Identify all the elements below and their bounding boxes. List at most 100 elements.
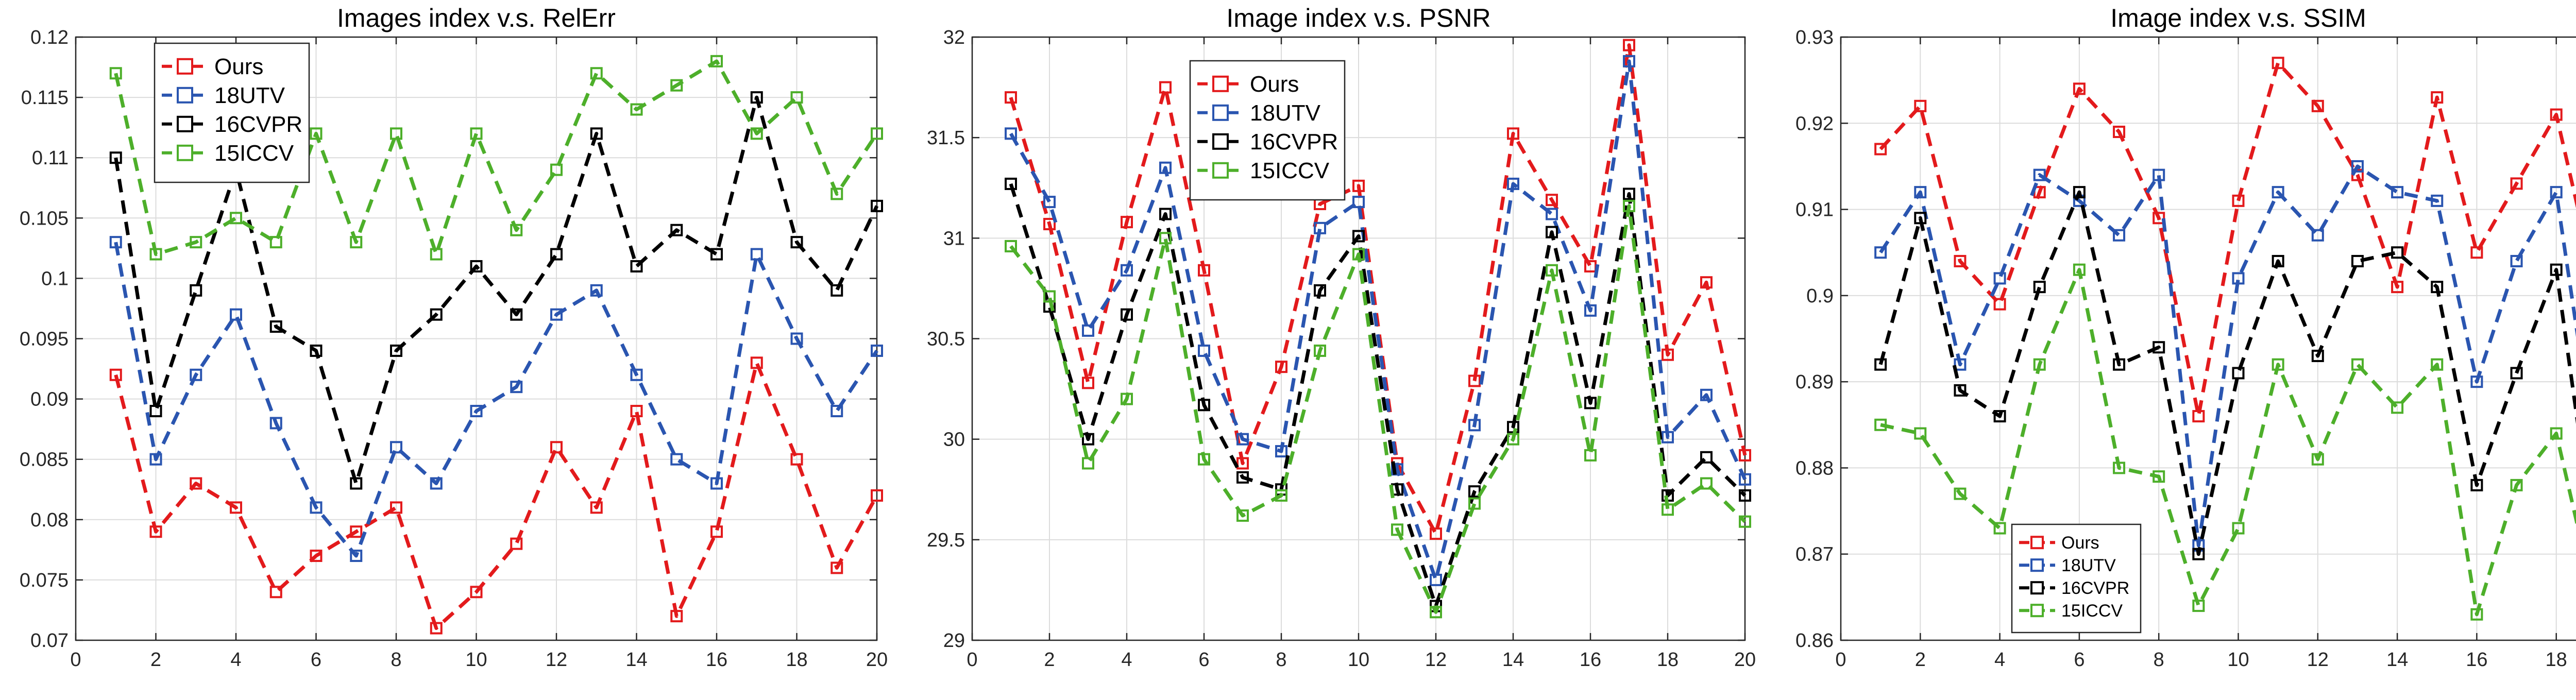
x-tick-label: 18 <box>786 649 807 671</box>
y-tick-label: 31.5 <box>927 127 965 149</box>
plot-area <box>1841 37 2576 640</box>
data-point <box>1739 473 1751 486</box>
legend-marker <box>177 87 193 104</box>
data-point <box>1662 503 1674 516</box>
data-point <box>2073 186 2086 199</box>
data-point <box>2510 254 2523 267</box>
data-point <box>1236 433 1249 446</box>
data-point <box>2232 367 2245 380</box>
data-point <box>1700 388 1713 401</box>
data-point <box>1198 399 1210 412</box>
data-point <box>1236 457 1249 470</box>
data-point <box>1739 449 1751 462</box>
data-point <box>1507 177 1519 190</box>
data-point <box>269 586 282 599</box>
data-point <box>2391 281 2404 294</box>
y-tick-label: 0.88 <box>1795 457 1834 479</box>
data-point <box>1159 232 1172 245</box>
legend-label: 16CVPR <box>2061 578 2129 598</box>
data-point <box>2470 375 2483 388</box>
data-point <box>230 501 242 514</box>
x-tick-label: 6 <box>2074 649 2084 671</box>
legend-marker <box>1212 75 1229 92</box>
y-tick-label: 0.085 <box>20 449 69 471</box>
y-tick-label: 0.105 <box>20 208 69 229</box>
x-tick-label: 2 <box>150 649 161 671</box>
data-point <box>510 308 523 321</box>
data-point <box>1584 397 1597 409</box>
series-ours <box>1874 57 2576 423</box>
data-point <box>2431 194 2444 207</box>
x-tick-label: 4 <box>1121 649 1132 671</box>
chart-3: 024681012141618200.860.870.880.890.90.91… <box>1795 4 2576 671</box>
y-tick-label: 0.12 <box>30 27 69 48</box>
x-tick-label: 0 <box>70 649 81 671</box>
data-point <box>590 127 603 140</box>
series-line <box>1009 204 1747 614</box>
data-point <box>2272 186 2284 199</box>
data-point <box>149 453 162 466</box>
data-point <box>1121 308 1133 321</box>
data-point <box>1993 298 2006 311</box>
data-point <box>2073 263 2086 276</box>
data-point <box>2311 349 2324 362</box>
data-point <box>790 236 803 249</box>
chart-title: Image index v.s. PSNR <box>1226 4 1490 32</box>
data-point <box>630 260 643 272</box>
series-16cvpr <box>1005 177 1751 612</box>
y-tick-label: 0.07 <box>30 630 69 652</box>
data-point <box>2153 341 2165 354</box>
data-point <box>470 405 483 418</box>
data-point <box>1121 392 1133 405</box>
data-point <box>2192 600 2205 612</box>
data-point <box>831 187 843 200</box>
data-point <box>2351 160 2364 173</box>
data-point <box>269 320 282 333</box>
legend-marker <box>1212 133 1229 150</box>
data-point <box>831 561 843 574</box>
legend-label: Ours <box>2061 533 2099 553</box>
legend-label: Ours <box>214 54 263 79</box>
data-point <box>831 405 843 418</box>
data-point <box>1082 433 1094 446</box>
data-point <box>2232 522 2245 535</box>
data-point <box>670 610 683 623</box>
data-point <box>1159 161 1172 174</box>
data-point <box>871 127 883 140</box>
data-point <box>1507 127 1519 140</box>
data-point <box>1314 284 1326 297</box>
data-point <box>310 127 323 140</box>
data-point <box>590 67 603 80</box>
data-point <box>1993 410 2006 423</box>
data-point <box>1005 127 1017 140</box>
x-tick-label: 10 <box>2227 649 2249 671</box>
data-point <box>1584 304 1597 317</box>
data-point <box>1082 377 1094 389</box>
data-point <box>1391 523 1403 536</box>
data-point <box>1236 471 1249 484</box>
data-point <box>1623 187 1635 200</box>
data-point <box>1546 264 1558 277</box>
legend-label: 16CVPR <box>214 112 302 137</box>
legend-label: 18UTV <box>1250 100 1321 126</box>
x-tick-label: 18 <box>2546 649 2567 671</box>
data-point <box>1874 246 1887 259</box>
chart-title: Images index v.s. RelErr <box>337 4 616 32</box>
y-tick-label: 0.08 <box>30 509 69 531</box>
data-point <box>2391 246 2404 259</box>
data-point <box>2232 272 2245 285</box>
data-point <box>2311 99 2324 112</box>
x-tick-label: 10 <box>465 649 487 671</box>
y-tick-label: 0.89 <box>1795 371 1834 393</box>
data-point <box>1662 431 1674 443</box>
data-point <box>2113 229 2126 242</box>
data-point <box>1874 143 1887 156</box>
data-point <box>590 501 603 514</box>
y-tick-label: 0.87 <box>1795 544 1834 566</box>
legend: Ours 18UTV 16CVPR 15ICCV <box>2011 523 2142 634</box>
data-point <box>550 441 563 454</box>
data-point <box>1584 449 1597 462</box>
data-point <box>109 236 122 249</box>
legend-label: 15ICCV <box>214 141 294 166</box>
data-point <box>390 441 402 454</box>
